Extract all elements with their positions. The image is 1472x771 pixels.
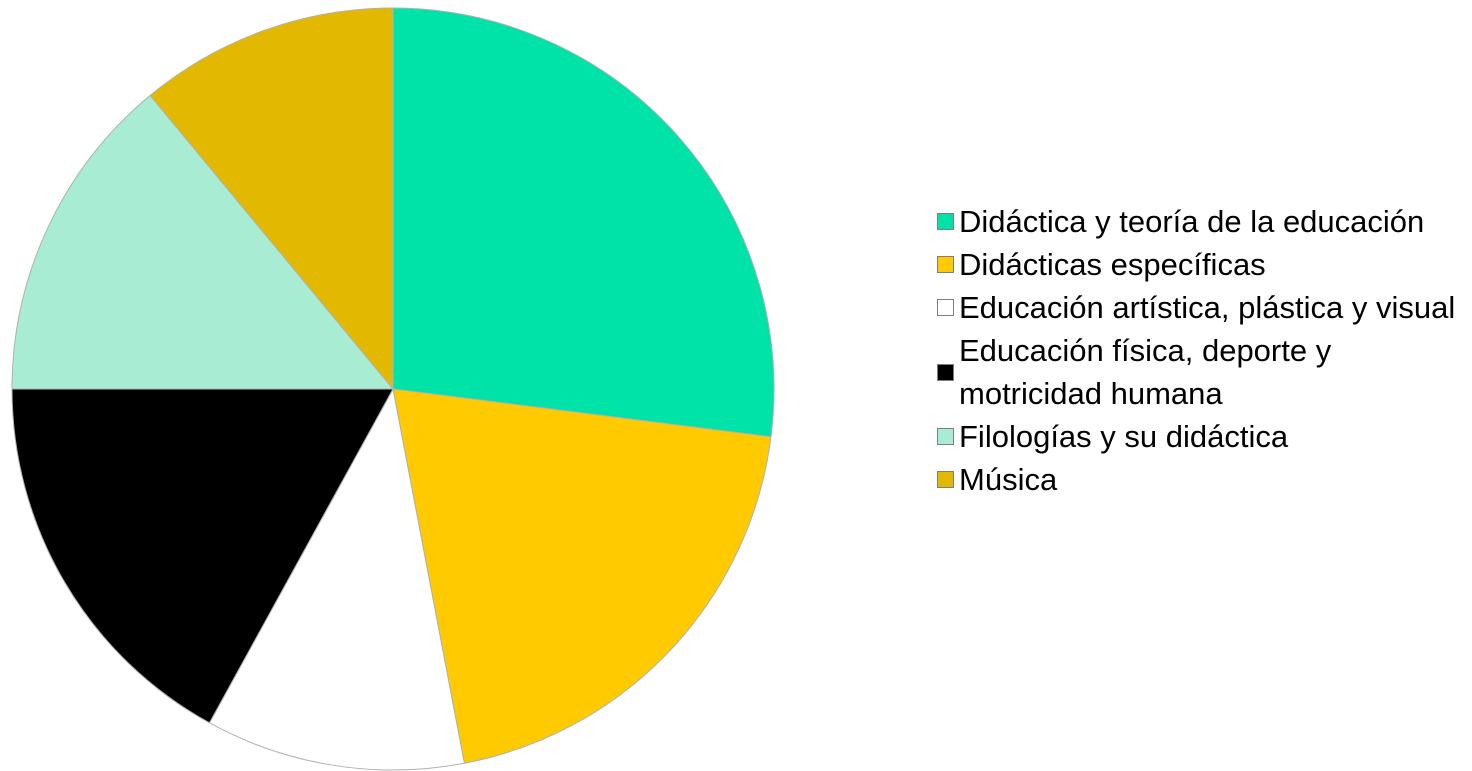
legend-item-educacion-artistica: Educación artística, plástica y visual bbox=[937, 286, 1467, 329]
legend-swatch bbox=[937, 471, 954, 488]
legend-label: Didácticas específicas bbox=[959, 247, 1266, 282]
legend-item-didacticas-especificas: Didácticas específicas bbox=[937, 243, 1467, 286]
pie-slice-5 bbox=[11, 94, 394, 390]
legend-label: Educación física, deporte y motricidad h… bbox=[959, 333, 1332, 411]
legend-item-filologias: Filologías y su didáctica bbox=[937, 415, 1467, 458]
pie-slice-6 bbox=[149, 7, 394, 390]
legend-swatch bbox=[937, 256, 954, 273]
pie-slices bbox=[11, 7, 775, 771]
legend-label: Educación artística, plástica y visual bbox=[959, 290, 1456, 325]
legend-swatch bbox=[937, 213, 954, 230]
legend-swatch bbox=[937, 299, 954, 316]
pie-slice-3 bbox=[208, 388, 465, 771]
pie-slice-2 bbox=[392, 388, 772, 764]
legend-swatch bbox=[937, 363, 954, 381]
pie-slice-4 bbox=[11, 388, 394, 724]
legend-swatch bbox=[937, 428, 954, 445]
legend-item-educacion-fisica: Educación física, deporte y motricidad h… bbox=[937, 329, 1467, 415]
pie-chart bbox=[11, 7, 775, 771]
legend-label: Música bbox=[959, 462, 1058, 497]
legend-label: Didáctica y teoría de la educación bbox=[959, 204, 1425, 239]
legend-item-didactica-teoria: Didáctica y teoría de la educación bbox=[937, 200, 1467, 243]
legend-label: Filologías y su didáctica bbox=[959, 419, 1289, 454]
chart-legend: Didáctica y teoría de la educación Didác… bbox=[937, 200, 1467, 501]
legend-item-musica: Música bbox=[937, 458, 1467, 501]
pie-slice-1 bbox=[392, 7, 775, 438]
